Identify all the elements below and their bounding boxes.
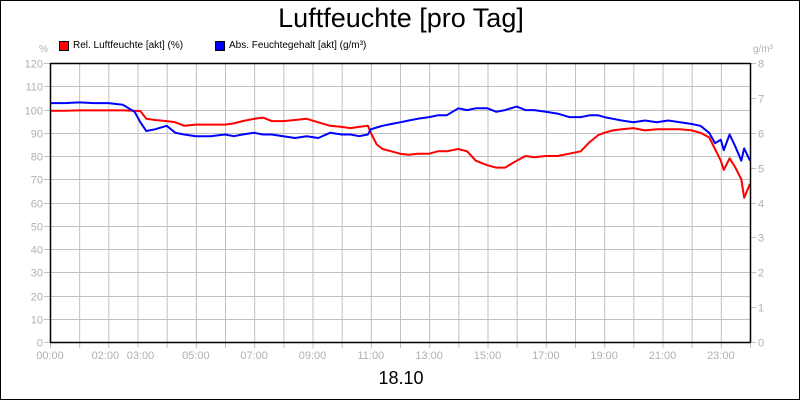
x-tick-label: 02:00 — [92, 350, 120, 362]
x-tick-label: 00:00 — [36, 350, 64, 362]
y-tick-label: 40 — [31, 245, 43, 257]
x-tick-label: 13:00 — [415, 350, 443, 362]
y2-tick-label: 4 — [758, 199, 764, 211]
abs-humidity-line — [50, 101, 751, 162]
right-axis-unit: g/m³ — [753, 44, 773, 55]
date-label: 18.10 — [378, 368, 424, 388]
y2-tick-label: 7 — [758, 94, 764, 106]
y-tick-label: 110 — [25, 82, 43, 94]
x-tick-label: 09:00 — [299, 350, 327, 362]
x-tick-label: 05:00 — [182, 350, 210, 362]
y2-tick-label: 5 — [758, 164, 764, 176]
blue-square-icon — [215, 40, 225, 51]
y2-tick-label: 3 — [758, 233, 764, 245]
y2-tick-label: 2 — [758, 268, 764, 280]
y2-tick-label: 8 — [758, 59, 764, 71]
x-tick-label: 23:00 — [707, 350, 735, 362]
rel-humidity-line — [50, 109, 751, 199]
y-tick-label: 30 — [31, 268, 43, 280]
x-tick-label: 17:00 — [532, 350, 560, 362]
left-axis-unit: % — [39, 44, 48, 55]
legend-item-rel-humidity: Rel. Luftfeuchte [akt] (%) — [59, 40, 183, 51]
x-tick-label: 07:00 — [240, 350, 268, 362]
x-tick-label: 11:00 — [357, 350, 384, 362]
y-tick-label: 80 — [31, 152, 43, 164]
y-tick-label: 90 — [31, 129, 43, 141]
legend-item-abs-humidity: Abs. Feuchtegehalt [akt] (g/m³) — [215, 40, 366, 51]
y-tick-label: 0 — [37, 338, 43, 350]
x-tick-label: 21:00 — [649, 350, 677, 362]
y-tick-label: 60 — [31, 199, 43, 211]
y-tick-label: 20 — [31, 292, 43, 304]
y-tick-label: 50 — [31, 222, 43, 234]
x-tick-label: 19:00 — [590, 350, 618, 362]
y-tick-label: 120 — [25, 59, 43, 71]
y2-tick-label: 1 — [758, 303, 764, 315]
y2-tick-label: 6 — [758, 129, 764, 141]
y2-tick-label: 0 — [758, 338, 764, 350]
legend-label: Rel. Luftfeuchte [akt] (%) — [73, 40, 184, 51]
y-tick-label: 10 — [31, 315, 43, 327]
x-tick-label: 15:00 — [474, 350, 502, 362]
y-tick-label: 100 — [25, 106, 43, 118]
chart-title: Luftfeuchte [pro Tag] — [278, 3, 524, 33]
y-tick-label: 70 — [31, 175, 43, 187]
legend-label: Abs. Feuchtegehalt [akt] (g/m³) — [229, 40, 367, 51]
x-tick-label: 03:00 — [127, 350, 155, 362]
red-square-icon — [59, 40, 69, 51]
